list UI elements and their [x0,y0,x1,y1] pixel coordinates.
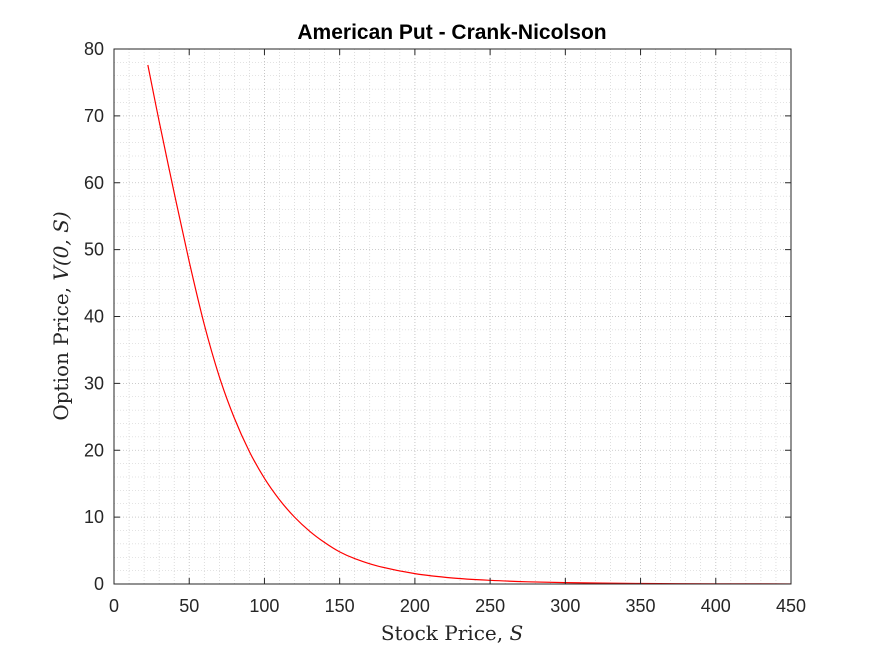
x-tick-label: 300 [550,596,580,616]
chart-title: American Put - Crank-Nicolson [297,21,606,44]
y-axis-label-text: Option Price, [49,281,73,421]
x-tick-label: 400 [701,596,731,616]
x-axis-label: Stock Price, S [381,621,523,645]
tick-marks [113,48,792,585]
y-axis-label-variable: V(0, S) [49,211,73,280]
y-tick-label: 0 [94,574,104,594]
x-tick-label: 350 [626,596,656,616]
x-tick-label: 0 [109,596,119,616]
series-layer [147,64,792,585]
x-tick-label: 250 [475,596,505,616]
y-tick-label: 50 [84,240,104,260]
y-axis-label: Option Price, V(0, S) [49,211,73,420]
y-tick-label: 70 [84,106,104,126]
x-axis-label-variable: S [509,621,523,645]
x-tick-label: 200 [400,596,430,616]
y-tick-label: 20 [84,440,104,460]
x-tick-label: 100 [249,596,279,616]
y-tick-label: 30 [84,373,104,393]
y-tick-label: 40 [84,307,104,327]
major-grid [114,49,791,584]
x-tick-label: 450 [776,596,806,616]
x-tick-label: 150 [325,596,355,616]
plot-area [113,48,792,585]
y-tick-label: 60 [84,173,104,193]
y-tick-labels: 0 10 20 30 40 50 60 70 80 [84,39,104,594]
y-tick-label: 10 [84,507,104,527]
series-line [147,64,792,585]
x-tick-label: 50 [179,596,199,616]
x-axis-label-text: Stock Price, [381,621,510,645]
x-tick-labels: 0 50 100 150 200 250 300 350 400 450 [109,596,806,616]
y-tick-label: 80 [84,39,104,59]
axes-background [114,49,791,584]
